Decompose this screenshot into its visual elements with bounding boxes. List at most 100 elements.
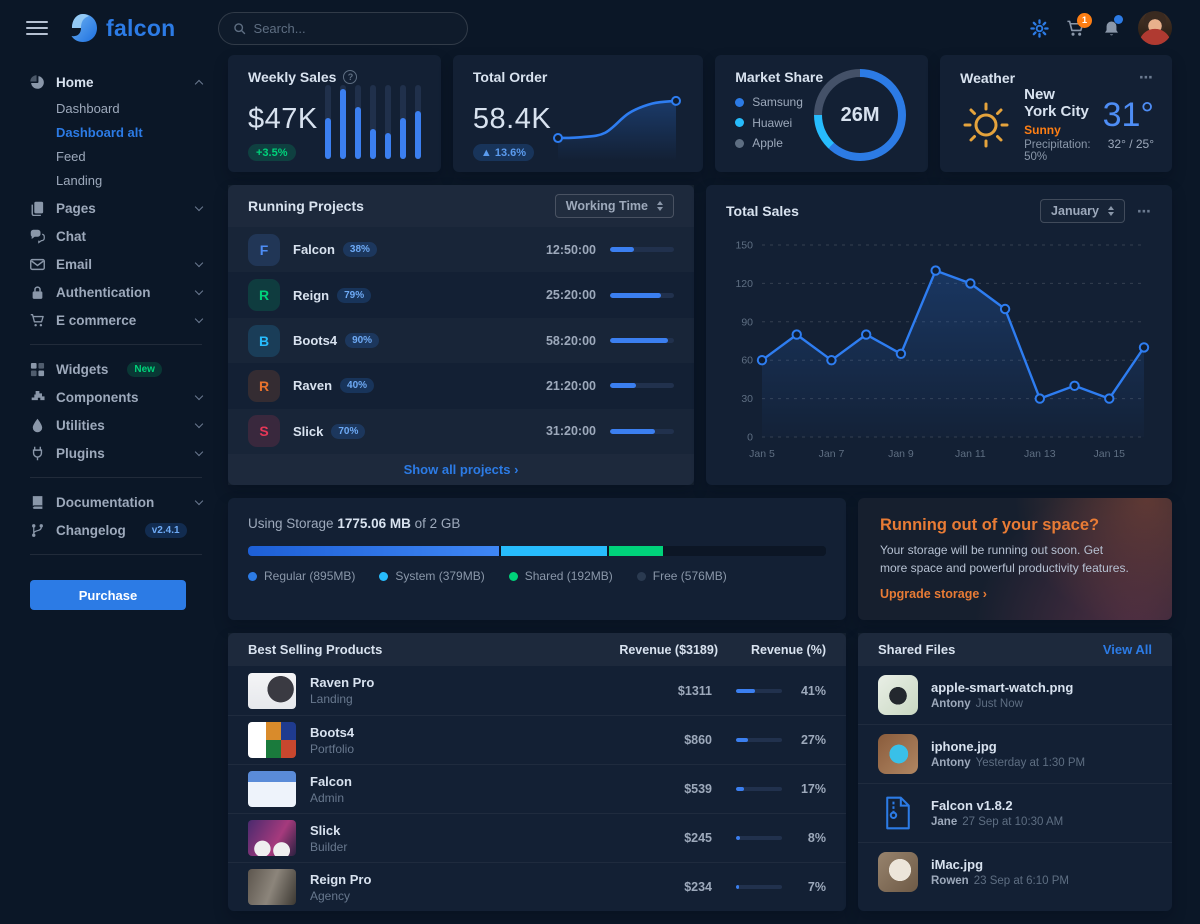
product-revenue: $245 [632,831,712,845]
project-progress-bar [610,293,674,298]
working-time-select[interactable]: Working Time [555,194,674,218]
sidebar-item-label: Plugins [56,446,105,461]
legend-dot [509,572,518,581]
weather-high-low: 32° / 25° [1103,137,1154,151]
sidebar-item-home[interactable]: Home [30,70,202,95]
project-percent-badge: 79% [337,288,371,303]
project-avatar: F [248,234,280,266]
project-time: 31:20:00 [546,424,596,438]
chevron-down-icon [195,497,203,505]
product-revenue-bar [736,836,782,840]
sidebar-item-chat[interactable]: Chat [30,224,202,249]
sidebar-item-components[interactable]: Components [30,385,202,410]
sidebar: Home Dashboard Dashboard alt Feed Landing Pag… [0,56,228,900]
chevron-down-icon [195,448,203,456]
upgrade-description: Your storage will be running out soon. G… [880,541,1130,577]
search-box[interactable] [218,12,468,45]
bar-fill [385,133,391,159]
file-owner: Antony [931,698,971,710]
chart-pie-icon [30,75,45,90]
sidebar-item-label: Documentation [56,495,154,510]
sidebar-divider [30,554,202,555]
cart-count-badge: 1 [1077,13,1092,28]
sidebar-item-feed[interactable]: Feed [56,146,202,166]
search-icon [233,22,246,35]
file-name: apple-smart-watch.png [931,680,1073,695]
show-all-projects-button[interactable]: Show all projects › [228,454,694,485]
sidebar-item-documentation[interactable]: Documentation [30,490,202,515]
storage-progress-bar [248,546,826,556]
user-avatar[interactable] [1138,11,1172,45]
sidebar-divider [30,477,202,478]
product-revenue-percent: 41% [782,684,826,698]
legend-label: Apple [752,136,783,150]
project-progress-bar [610,429,674,434]
svg-text:Jan 13: Jan 13 [1024,448,1056,460]
project-percent-badge: 90% [345,333,379,348]
product-revenue-percent: 7% [782,880,826,894]
month-select[interactable]: January [1040,199,1125,223]
product-revenue: $234 [632,880,712,894]
file-thumbnail [878,852,918,892]
brand[interactable]: falcon [68,13,176,43]
product-category: Agency [310,889,632,903]
product-revenue-percent: 27% [782,733,826,747]
project-progress-bar [610,338,674,343]
sidebar-item-pages[interactable]: Pages [30,196,202,221]
notifications-bell-icon[interactable] [1102,19,1121,38]
sidebar-item-authentication[interactable]: Authentication [30,280,202,305]
upgrade-storage-link[interactable]: Upgrade storage › [880,587,987,601]
view-all-link[interactable]: View All [1103,642,1152,657]
puzzle-icon [30,390,45,405]
settings-gear-icon[interactable] [1030,19,1049,38]
sidebar-divider [30,344,202,345]
notification-dot [1114,15,1123,24]
sidebar-item-e-commerce[interactable]: E commerce [30,308,202,333]
sidebar-item-label: Changelog [56,523,126,538]
svg-text:Jan 15: Jan 15 [1094,448,1126,460]
sidebar-item-utilities[interactable]: Utilities [30,413,202,438]
search-input[interactable] [254,21,453,36]
hamburger-menu-icon[interactable] [26,21,48,35]
help-icon[interactable]: ? [343,70,357,84]
weekly-sales-title: Weekly Sales [248,69,336,85]
cart-icon[interactable]: 1 [1066,19,1085,38]
sidebar-item-email[interactable]: Email [30,252,202,277]
bar [355,85,361,159]
sidebar-item-dashboard[interactable]: Dashboard [56,98,202,118]
sidebar-item-label: Chat [56,229,86,244]
best-selling-products-card: Best Selling Products Revenue ($3189) Re… [228,633,846,911]
purchase-button[interactable]: Purchase [30,580,186,610]
sidebar-item-landing[interactable]: Landing [56,170,202,190]
file-thumbnail [878,734,918,774]
legend-dot [637,572,646,581]
total-order-trend-badge: ▲ 13.6% [473,144,534,161]
product-revenue-percent: 17% [782,782,826,796]
product-revenue-bar [736,738,782,742]
sidebar-item-dashboard-alt[interactable]: Dashboard alt [56,122,202,142]
weather-menu-ellipsis-icon[interactable]: ⋯ [1139,69,1154,86]
product-name: Slick [310,823,632,838]
file-time: 23 Sep at 6:10 PM [974,875,1069,887]
total-sales-menu-ellipsis-icon[interactable]: ⋯ [1137,203,1152,220]
sidebar-item-plugins[interactable]: Plugins [30,441,202,466]
